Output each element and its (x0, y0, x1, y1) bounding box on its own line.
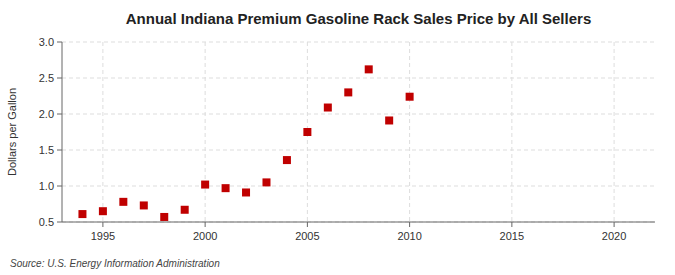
y-tick-label: 3.0 (39, 36, 54, 48)
point (385, 116, 393, 124)
y-tick (57, 186, 62, 187)
point (160, 213, 168, 221)
x-tick-label: 2020 (602, 230, 626, 242)
axes (57, 42, 655, 227)
y-grid-line (62, 150, 655, 151)
point (242, 188, 250, 196)
y-axis-label: Dollars per Gallon (6, 88, 18, 176)
y-tick-label: 0.5 (39, 216, 54, 228)
points (78, 65, 413, 221)
y-grid-line (62, 186, 655, 187)
x-tick (205, 222, 206, 227)
y-tick (57, 78, 62, 79)
x-tick (511, 222, 512, 227)
point (283, 156, 291, 164)
point (324, 104, 332, 112)
y-grid-line (62, 222, 655, 223)
x-tick (409, 222, 410, 227)
x-tick-label: 1995 (91, 230, 115, 242)
y-grid-line (62, 78, 655, 79)
annotation: Source: U.S. Energy Information Administ… (10, 258, 220, 269)
y-tick (57, 222, 62, 223)
y-axis-line (62, 42, 63, 222)
y-grid-line (62, 42, 655, 43)
point (222, 184, 230, 192)
x-grid-line (511, 42, 512, 222)
point (406, 93, 414, 101)
y-tick-label: 2.5 (39, 72, 54, 84)
point (140, 201, 148, 209)
x-tick-label: 2015 (500, 230, 524, 242)
point (181, 206, 189, 214)
point (99, 207, 107, 215)
point (201, 181, 209, 189)
y-tick-label: 2.0 (39, 108, 54, 120)
x-grid-line (409, 42, 410, 222)
y-tick (57, 42, 62, 43)
point (78, 210, 86, 218)
y-tick-label: 1.0 (39, 180, 54, 192)
y-tick-label: 1.5 (39, 144, 54, 156)
point (262, 178, 270, 186)
x-grid-line (102, 42, 103, 222)
point (303, 128, 311, 136)
x-grid-line (205, 42, 206, 222)
y-grid-line (62, 114, 655, 115)
chart-svg: 1995 2000 2005 2010 2015 2020 0.5 1.0 1.5 2.0 2.5 3… (0, 0, 675, 275)
x-tick (307, 222, 308, 227)
point (365, 65, 373, 73)
point (119, 198, 127, 206)
x-tick-label: 2000 (193, 230, 217, 242)
x-grid-line (614, 42, 615, 222)
title: Annual Indiana Premium Gasoline Rack Sal… (126, 10, 591, 27)
y-tick (57, 150, 62, 151)
chart-container: 1995 2000 2005 2010 2015 2020 0.5 1.0 1.5 2.0 2.5 3… (0, 0, 675, 275)
point (344, 88, 352, 96)
labels: 1995 2000 2005 2010 2015 2020 0.5 1.0 1.5 2.0 2.5 3… (6, 10, 626, 269)
x-axis-line (62, 222, 655, 223)
grid (62, 42, 655, 222)
y-tick (57, 114, 62, 115)
x-tick-label: 2005 (295, 230, 319, 242)
x-tick (102, 222, 103, 227)
x-tick-label: 2010 (397, 230, 421, 242)
x-tick (614, 222, 615, 227)
